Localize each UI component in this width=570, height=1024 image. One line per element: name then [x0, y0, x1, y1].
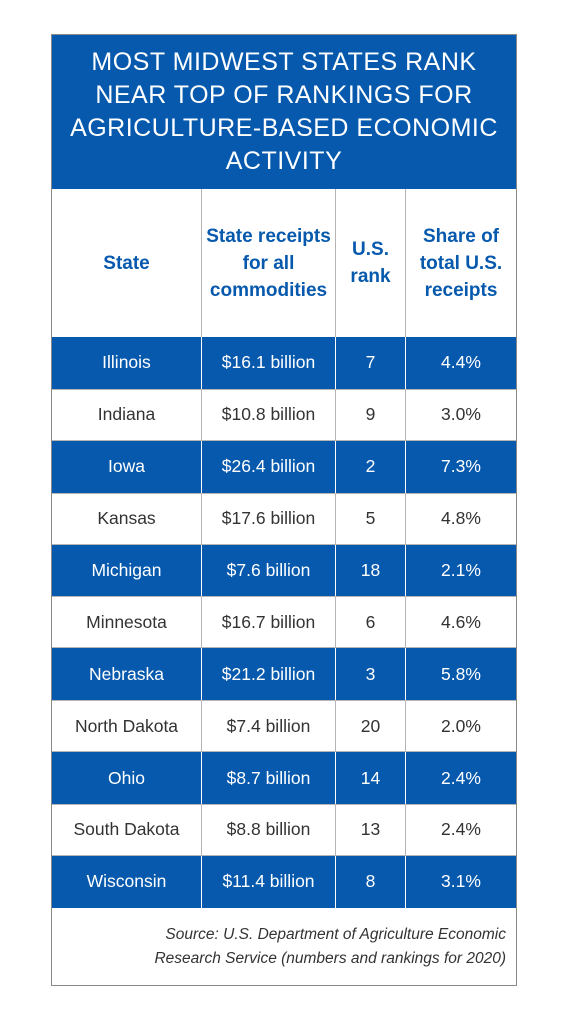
cell-rank: 13 [335, 805, 405, 855]
table-body: Illinois $16.1 billion 7 4.4% Indiana $10.8 b… [52, 337, 516, 908]
cell-state: Wisconsin [86, 871, 167, 892]
cell-share: 2.1% [405, 544, 516, 597]
cell-state: North Dakota [74, 715, 179, 736]
table-row: Minnesota $16.7 billion 6 4.6% [52, 596, 516, 649]
table-row: Wisconsin $11.4 billion 8 3.1% [52, 855, 516, 908]
title-banner: MOST MIDWEST STATES RANK NEAR TOP OF RAN… [52, 35, 516, 189]
table-row: North Dakota $7.4 billion 20 2.0% [52, 700, 516, 753]
cell-rank: 3 [335, 648, 405, 701]
cell-state: Iowa [108, 456, 145, 477]
cell-state: Michigan [91, 560, 162, 580]
cell-share: 4.4% [405, 337, 516, 389]
cell-receipts: $26.4 billion [201, 440, 335, 493]
cell-receipts: $8.7 billion [201, 752, 335, 805]
column-header-rank: U.S. rank [335, 189, 405, 337]
cell-receipts: $21.2 billion [201, 648, 335, 701]
cell-receipts: $11.4 billion [201, 855, 335, 908]
table-row: Illinois $16.1 billion 7 4.4% [52, 337, 516, 389]
cell-state: Indiana [97, 404, 156, 425]
source-text: Source: U.S. Department of Agriculture E… [154, 925, 506, 967]
cell-rank: 5 [335, 493, 405, 544]
infographic-card: MOST MIDWEST STATES RANK NEAR TOP OF RAN… [51, 34, 517, 986]
table-row: Indiana $10.8 billion 9 3.0% [52, 388, 516, 441]
cell-rank: 2 [335, 440, 405, 493]
table-row: Iowa $26.4 billion 2 7.3% [52, 440, 516, 493]
cell-share: 2.4% [405, 752, 516, 805]
column-header-share: Share of total U.S. receipts [405, 189, 516, 337]
column-header-receipts: State receipts for all commodities [201, 189, 335, 337]
cell-share: 2.0% [405, 701, 516, 752]
cell-share: 7.3% [405, 440, 516, 493]
cell-state: Ohio [108, 767, 145, 788]
column-header-state: State [103, 252, 150, 274]
cell-share: 5.8% [405, 648, 516, 701]
cell-share: 3.0% [405, 389, 516, 440]
cell-receipts: $10.8 billion [201, 389, 335, 440]
table-row: Michigan $7.6 billion 18 2.1% [52, 544, 516, 597]
cell-state: Nebraska [89, 663, 164, 684]
cell-state: Kansas [97, 508, 156, 529]
cell-receipts: $7.4 billion [201, 701, 335, 752]
cell-receipts: $8.8 billion [201, 805, 335, 855]
chart-title: MOST MIDWEST STATES RANK NEAR TOP OF RAN… [70, 48, 498, 175]
cell-rank: 20 [335, 701, 405, 752]
cell-share: 3.1% [405, 855, 516, 908]
cell-rank: 8 [335, 855, 405, 908]
table-row: South Dakota $8.8 billion 13 2.4% [52, 804, 516, 856]
cell-state: Illinois [102, 352, 151, 373]
table-header-row: State State receipts for all commodities… [52, 189, 516, 337]
cell-state: Minnesota [86, 611, 167, 632]
table-row: Ohio $8.7 billion 14 2.4% [52, 752, 516, 805]
cell-rank: 18 [335, 544, 405, 597]
cell-share: 4.8% [405, 493, 516, 544]
cell-receipts: $16.1 billion [201, 337, 335, 389]
cell-share: 4.6% [405, 597, 516, 648]
cell-rank: 9 [335, 389, 405, 440]
cell-share: 2.4% [405, 805, 516, 855]
cell-rank: 7 [335, 337, 405, 389]
table-row: Kansas $17.6 billion 5 4.8% [52, 492, 516, 545]
data-table: State State receipts for all commodities… [52, 189, 516, 908]
source-note: Source: U.S. Department of Agriculture E… [52, 908, 516, 985]
cell-rank: 14 [335, 752, 405, 805]
cell-receipts: $16.7 billion [201, 597, 335, 648]
table-row: Nebraska $21.2 billion 3 5.8% [52, 648, 516, 701]
cell-state: South Dakota [73, 819, 180, 840]
cell-receipts: $7.6 billion [201, 544, 335, 597]
cell-rank: 6 [335, 597, 405, 648]
cell-receipts: $17.6 billion [201, 493, 335, 544]
